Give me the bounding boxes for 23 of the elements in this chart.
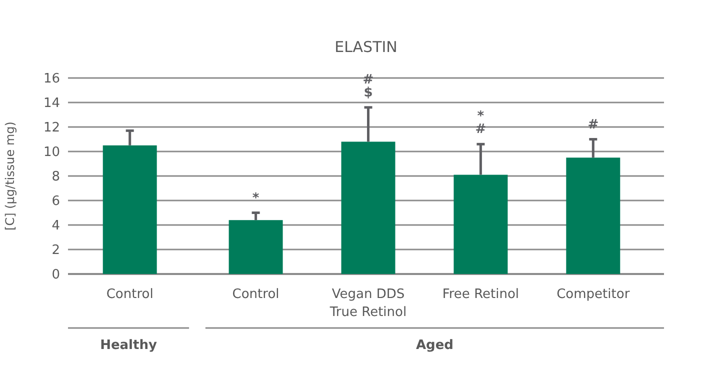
bar	[454, 174, 508, 274]
data-label: *	[252, 190, 260, 206]
text: Aged	[416, 338, 454, 353]
x-tick-label: Vegan DDS True Retinol	[328, 287, 407, 320]
x-tick-label: Competitor	[556, 287, 630, 302]
y-tick-label: 4	[52, 218, 60, 234]
chart-title: ELASTIN	[334, 38, 398, 56]
y-tick-label: 12	[43, 120, 60, 136]
text: Healthy	[100, 338, 158, 353]
bar	[341, 142, 396, 274]
bar	[566, 158, 620, 274]
y-tick-label: 0	[52, 268, 60, 283]
y-tick-label: 8	[52, 170, 60, 185]
x-tick-label: Free Retinol	[442, 287, 520, 302]
x-tick-label: Control	[106, 287, 154, 302]
y-axis-title: [C] (µg/tissue mg)	[3, 122, 17, 230]
x-tick-label: Control	[232, 287, 280, 302]
y-tick-label: 2	[52, 243, 60, 258]
y-tick-label: 6	[52, 194, 60, 210]
y-tick-label: 10	[43, 145, 60, 160]
y-tick-label: 16	[43, 72, 60, 87]
bar	[228, 220, 283, 274]
y-tick-label: 14	[43, 96, 60, 112]
